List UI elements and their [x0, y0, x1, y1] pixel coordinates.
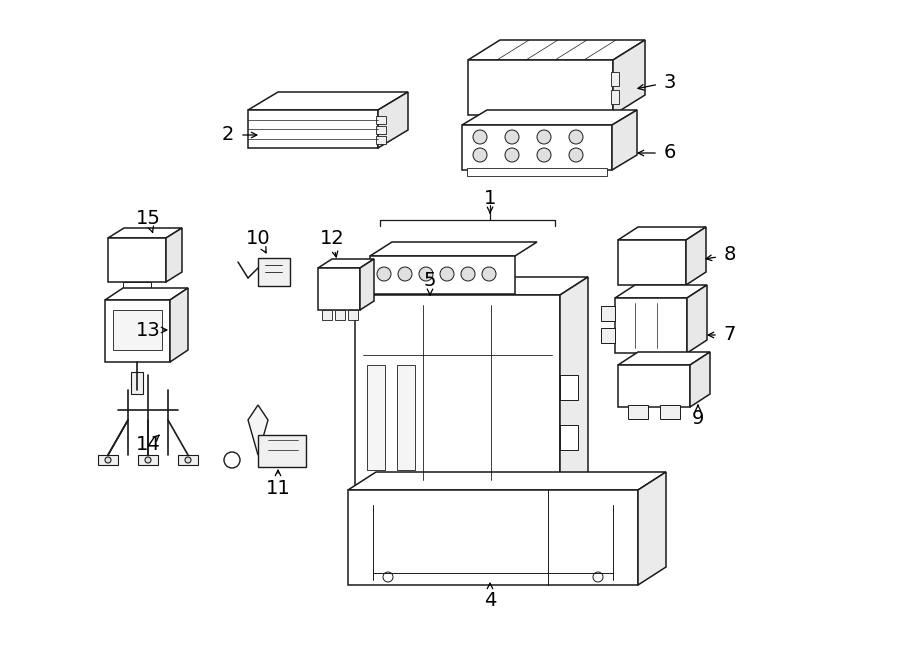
Bar	[322, 310, 332, 320]
Text: 10: 10	[246, 229, 270, 247]
Polygon shape	[612, 110, 637, 170]
Bar	[348, 490, 638, 585]
Bar	[467, 168, 607, 176]
Polygon shape	[613, 40, 645, 115]
Circle shape	[440, 267, 454, 281]
Polygon shape	[560, 277, 588, 490]
Bar	[355, 295, 560, 490]
Text: 5: 5	[424, 270, 436, 290]
Bar	[462, 125, 612, 170]
Circle shape	[383, 572, 393, 582]
Polygon shape	[687, 285, 707, 353]
Bar	[560, 375, 578, 400]
Circle shape	[505, 148, 519, 162]
Text: 11: 11	[266, 479, 291, 498]
Polygon shape	[355, 277, 588, 295]
Circle shape	[461, 267, 475, 281]
Polygon shape	[170, 288, 188, 362]
Circle shape	[377, 267, 391, 281]
Bar	[335, 310, 345, 320]
Bar	[318, 268, 360, 310]
Bar	[105, 300, 170, 362]
Bar	[258, 258, 290, 286]
Polygon shape	[108, 228, 182, 238]
Bar	[98, 455, 118, 465]
Bar	[108, 238, 166, 282]
Polygon shape	[318, 259, 374, 268]
Text: 15: 15	[136, 208, 160, 227]
Bar	[376, 136, 386, 144]
Bar	[131, 372, 143, 394]
Bar	[178, 455, 198, 465]
Polygon shape	[514, 490, 538, 510]
Text: 13: 13	[136, 321, 160, 340]
Polygon shape	[618, 227, 706, 240]
Polygon shape	[370, 242, 537, 256]
Polygon shape	[468, 40, 645, 60]
Circle shape	[105, 457, 111, 463]
Bar	[376, 116, 386, 124]
Text: 9: 9	[692, 408, 704, 428]
Text: 3: 3	[664, 73, 676, 91]
Circle shape	[419, 267, 433, 281]
Circle shape	[473, 130, 487, 144]
Circle shape	[473, 148, 487, 162]
Polygon shape	[248, 405, 268, 455]
Bar	[113, 310, 162, 350]
Bar	[560, 425, 578, 450]
Polygon shape	[462, 110, 637, 125]
Circle shape	[505, 130, 519, 144]
Bar	[258, 435, 306, 467]
Bar	[397, 365, 415, 470]
Bar	[615, 298, 687, 353]
Bar	[611, 72, 619, 86]
Circle shape	[224, 452, 240, 468]
Text: 14: 14	[136, 436, 160, 455]
Bar	[376, 126, 386, 134]
Bar	[468, 60, 613, 115]
Bar	[618, 240, 686, 285]
Bar	[138, 455, 158, 465]
Polygon shape	[618, 352, 710, 365]
Circle shape	[537, 148, 551, 162]
Polygon shape	[686, 227, 706, 285]
Bar	[367, 365, 385, 470]
Bar	[348, 310, 358, 320]
Text: 4: 4	[484, 590, 496, 609]
Circle shape	[593, 572, 603, 582]
Bar	[611, 90, 619, 104]
Circle shape	[398, 267, 412, 281]
Polygon shape	[378, 92, 408, 148]
Polygon shape	[166, 228, 182, 282]
Text: 2: 2	[221, 126, 234, 145]
Circle shape	[185, 457, 191, 463]
Polygon shape	[615, 285, 707, 298]
Text: 7: 7	[724, 325, 736, 344]
Text: 1: 1	[484, 188, 496, 208]
Bar	[370, 256, 515, 294]
Polygon shape	[348, 472, 666, 490]
Polygon shape	[105, 288, 188, 300]
Bar	[123, 282, 151, 296]
Bar	[248, 110, 378, 148]
Polygon shape	[378, 490, 402, 510]
Bar	[660, 405, 680, 419]
Polygon shape	[690, 352, 710, 407]
Bar	[601, 328, 615, 343]
Circle shape	[145, 457, 151, 463]
Bar	[601, 306, 615, 321]
Text: 12: 12	[320, 229, 345, 247]
Circle shape	[569, 130, 583, 144]
Bar	[618, 365, 690, 407]
Text: 8: 8	[724, 245, 736, 264]
Polygon shape	[248, 92, 408, 110]
Circle shape	[482, 267, 496, 281]
Polygon shape	[360, 259, 374, 310]
Bar	[628, 405, 648, 419]
Circle shape	[537, 130, 551, 144]
Text: 6: 6	[664, 143, 676, 163]
Polygon shape	[446, 490, 470, 510]
Polygon shape	[638, 472, 666, 585]
Circle shape	[569, 148, 583, 162]
